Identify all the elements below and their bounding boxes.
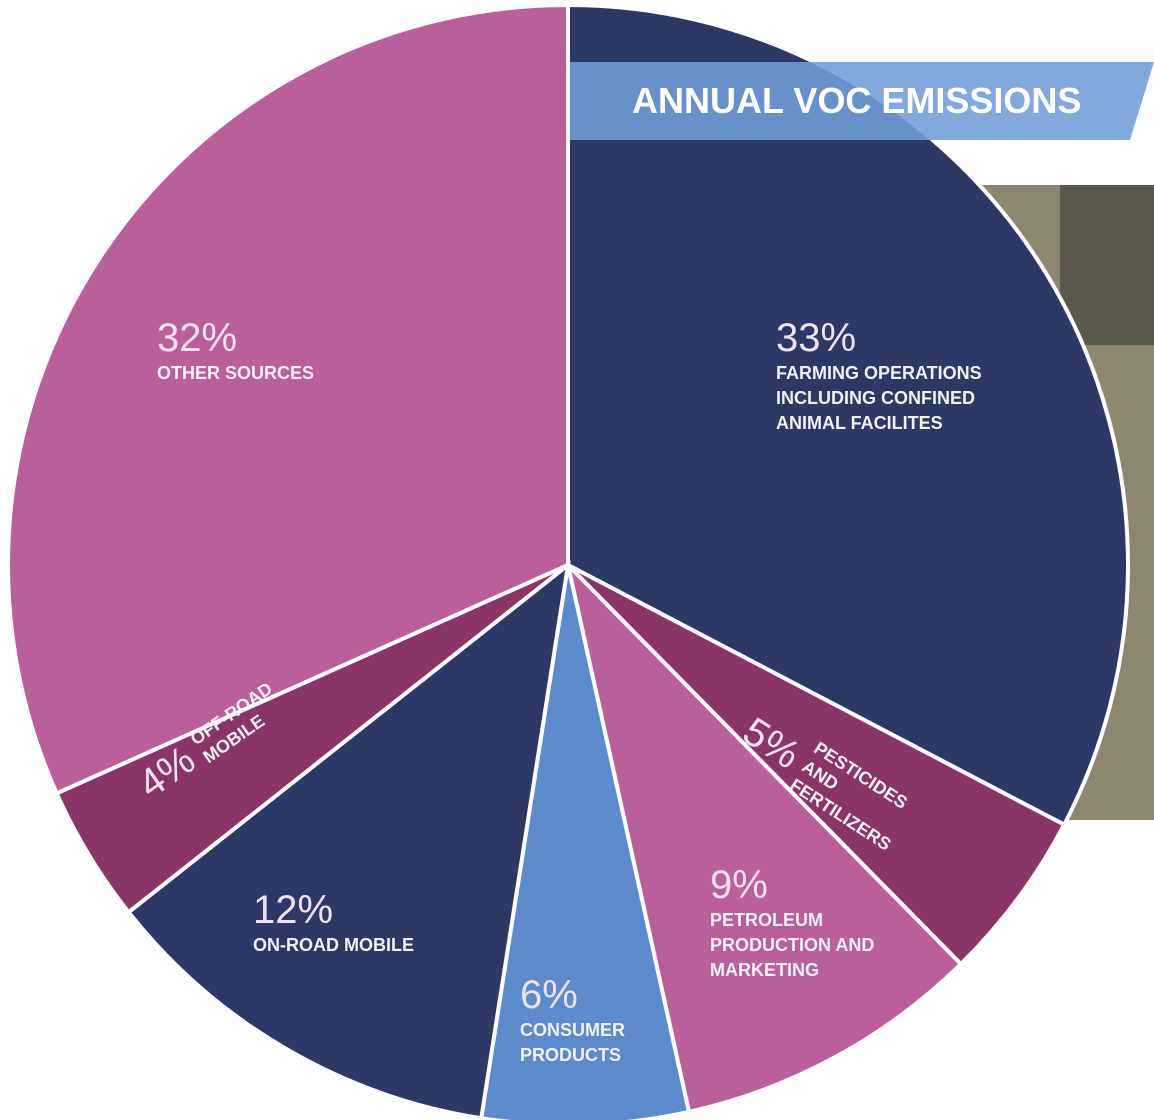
pie-slice <box>566 2 1130 828</box>
category-label: FARMING OPERATIONS INCLUDING CONFINED AN… <box>776 363 982 433</box>
pie-slice <box>564 558 964 1115</box>
pie-slice <box>6 2 570 796</box>
category-label: PETROLEUM PRODUCTION AND MARKETING <box>710 910 875 980</box>
value-label: 6% <box>520 973 578 1017</box>
value-label: 12% <box>253 888 334 932</box>
title-banner <box>570 62 1154 140</box>
slice-label: 9% PETROLEUM PRODUCTION AND MARKETING <box>710 862 910 983</box>
pie <box>6 2 1130 1120</box>
photo-shade <box>1060 185 1154 345</box>
pie-slice <box>566 563 1067 967</box>
slice-label: 32% OTHER SOURCES <box>157 315 377 386</box>
value-label: 32% <box>157 316 238 360</box>
category-label: ON-ROAD MOBILE <box>253 935 414 955</box>
slice-label: 6% CONSUMER PRODUCTS <box>520 972 660 1068</box>
slice-label: 12% ON-ROAD MOBILE <box>253 887 473 958</box>
value-label: 9% <box>710 863 768 907</box>
value-label: 33% <box>776 316 857 360</box>
pie-slice <box>125 560 571 1120</box>
chart-title: ANNUAL VOC EMISSIONS <box>632 80 1082 121</box>
category-label: CONSUMER PRODUCTS <box>520 1020 626 1065</box>
category-label: OTHER SOURCES <box>157 363 315 383</box>
slice-label: 33% FARMING OPERATIONS INCLUDING CONFINED… <box>776 315 1026 436</box>
